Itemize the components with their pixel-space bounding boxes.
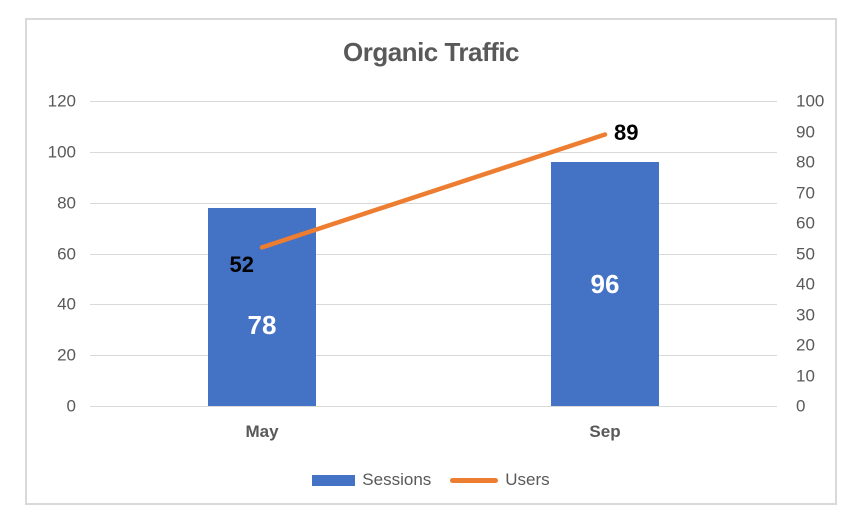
left-axis-tick-label: 120 [47,91,76,111]
gridline [90,101,777,102]
left-axis-tick-label: 60 [57,244,76,263]
gridline [90,304,777,306]
legend-line-swatch-icon [450,477,499,483]
right-axis-tick-label: 90 [796,122,815,141]
users-line[interactable] [259,132,608,250]
left-axis-tick-label: 40 [57,294,76,314]
right-axis-tick-label: 20 [796,335,815,355]
category-label-sep: Sep [589,422,621,441]
right-axis-tick-label: 80 [796,152,815,172]
legend-item-users[interactable]: Users [450,470,550,490]
legend-label: Users [505,470,550,489]
right-axis-tick-label: 10 [796,366,815,385]
left-axis-tick-label: 20 [57,345,76,365]
right-axis-tick-label: 100 [796,91,825,111]
line-series-users[interactable] [27,20,839,507]
right-axis-tick-label: 0 [796,396,806,416]
gridline [90,355,777,357]
legend[interactable]: Sessions Users [27,468,835,492]
bar-may[interactable] [208,207,316,406]
right-axis-tick-label: 40 [796,274,815,294]
gridline [90,406,777,407]
right-axis-tick-label: 30 [796,305,815,324]
left-axis-tick-label: 80 [57,193,76,213]
line-data-label[interactable]: 52 [229,252,254,278]
chart-title[interactable]: Organic Traffic [343,37,520,67]
legend-label: Sessions [362,470,432,489]
category-label-may: May [245,422,279,441]
bar-data-label[interactable]: 96 [590,269,620,299]
gridline [90,202,777,204]
bar-data-label[interactable]: 78 [247,309,277,340]
gridline [90,151,777,153]
right-axis-tick-label: 60 [796,213,815,233]
right-axis-tick-label: 70 [796,183,815,202]
left-axis-tick-label: 0 [66,396,76,416]
right-axis-tick-label: 50 [796,244,815,263]
line-data-label[interactable]: 89 [614,119,639,145]
left-axis-tick-label: 100 [47,142,76,162]
legend-bar-swatch-icon [312,474,356,486]
legend-item-sessions[interactable]: Sessions [312,470,431,490]
bar-sep[interactable] [551,162,659,406]
chart-frame[interactable]: Organic Traffic 120 100 80 60 40 20 0 100 90 80 7… [25,18,837,505]
gridline [90,253,777,255]
